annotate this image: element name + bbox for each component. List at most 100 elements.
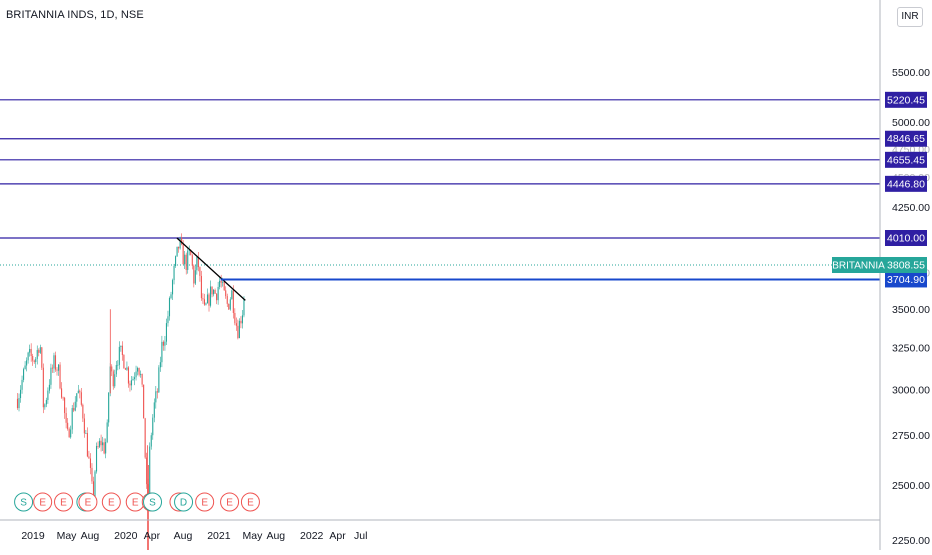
event-marker-e[interactable]: E [33, 492, 53, 512]
event-marker-s[interactable]: S [143, 492, 163, 512]
candle-body [173, 265, 175, 281]
candle-body [219, 280, 221, 287]
candle-body [206, 294, 209, 304]
candle-body [61, 388, 63, 398]
level-badge-label: 5220.45 [887, 94, 925, 106]
candle-body [106, 422, 108, 442]
event-marker-label: E [39, 498, 46, 509]
level-badge[interactable]: 3704.90 [885, 271, 927, 288]
candle-body [188, 249, 190, 251]
candle-body [26, 360, 28, 366]
candle-body [83, 418, 85, 434]
event-marker-circle [240, 492, 260, 512]
candle-body [234, 312, 236, 324]
candle-body [197, 256, 199, 268]
event-marker-e[interactable]: E [125, 492, 145, 512]
candle-body [33, 360, 35, 363]
candle-body [216, 293, 218, 301]
event-marker-label: E [201, 498, 208, 509]
x-tick-label: 2022 [300, 530, 324, 542]
candle-body [130, 380, 133, 386]
event-marker-e[interactable]: E [220, 492, 240, 512]
trendline[interactable] [176, 237, 246, 301]
level-badge[interactable]: 5220.45 [885, 91, 927, 108]
candle-body [102, 442, 104, 446]
candle-body [86, 433, 88, 457]
candle-body [240, 320, 242, 324]
candle-body [79, 390, 81, 393]
candle-body [187, 250, 189, 270]
candle-body [137, 367, 139, 372]
level-badge-label: 4655.45 [887, 154, 925, 166]
candle-body [103, 442, 105, 454]
event-marker-s[interactable]: S [14, 492, 34, 512]
candle-body [228, 303, 230, 310]
candle-body [214, 289, 216, 294]
candle-body [67, 422, 69, 429]
event-marker-circle [14, 492, 34, 512]
level-badge-label: 4010.00 [887, 233, 925, 245]
candle-body [48, 384, 50, 391]
event-marker-label: E [132, 498, 139, 509]
candle-body [21, 379, 23, 390]
event-marker-e[interactable]: E [101, 492, 121, 512]
candle-body [62, 397, 64, 399]
level-badge[interactable]: 4010.00 [885, 230, 927, 246]
candle-body [238, 320, 240, 339]
candle-body [223, 282, 225, 291]
candle-body [124, 368, 126, 370]
candle-body [175, 256, 177, 266]
candle-body [241, 315, 243, 324]
y-tick-label: 3250.00 [892, 343, 930, 355]
event-marker-label: E [60, 498, 67, 509]
candle-body [112, 371, 114, 387]
event-marker-label: S [20, 498, 27, 509]
event-marker-e[interactable]: E [54, 492, 74, 512]
candle-body [41, 347, 43, 368]
candle-body [203, 299, 205, 305]
candle-body [76, 393, 78, 402]
candle-body [191, 255, 193, 266]
candle-body [39, 347, 41, 353]
event-marker-label: S [149, 498, 156, 509]
event-marker-e[interactable]: E [195, 492, 215, 512]
y-tick-label: 2500.00 [892, 480, 930, 492]
level-badge[interactable]: 4446.80 [885, 175, 927, 192]
candle-body [200, 275, 202, 299]
candle-body [23, 369, 25, 380]
candle-body [56, 369, 58, 371]
candle-body [71, 408, 73, 430]
candle-body [53, 355, 55, 369]
event-marker-e[interactable]: E [78, 492, 98, 512]
candle-body [105, 441, 107, 454]
event-marker-circle [195, 492, 215, 512]
candle-body [45, 400, 47, 405]
candle-body [111, 366, 113, 372]
candle-body [80, 392, 82, 405]
candle-body [225, 290, 227, 297]
y-tick-label: 5500.00 [892, 67, 930, 79]
candle-body [30, 348, 32, 357]
event-marker-label: D [180, 498, 187, 509]
event-marker-label: E [226, 498, 233, 509]
candle-body [73, 408, 75, 411]
candle-body [108, 393, 110, 423]
level-badge[interactable]: 4655.45 [885, 151, 927, 168]
candle-body [181, 237, 183, 245]
event-marker-d[interactable]: D [174, 492, 194, 512]
currency-button[interactable]: INR [897, 7, 923, 27]
last-price-badge: BRITANNIA 3808.55 [832, 256, 927, 273]
candle-body [226, 296, 228, 304]
candle-body [176, 246, 178, 257]
candle-body [47, 390, 49, 401]
x-tick-label: Jul [354, 530, 367, 542]
event-marker-circle [78, 492, 98, 512]
level-badge[interactable]: 4846.65 [885, 130, 927, 147]
event-marker-e[interactable]: E [240, 492, 260, 512]
candle-body [68, 428, 70, 438]
candle-body [208, 294, 210, 306]
candle-body [19, 389, 22, 399]
candle-body [89, 458, 91, 468]
level-badge-bg [885, 151, 927, 168]
